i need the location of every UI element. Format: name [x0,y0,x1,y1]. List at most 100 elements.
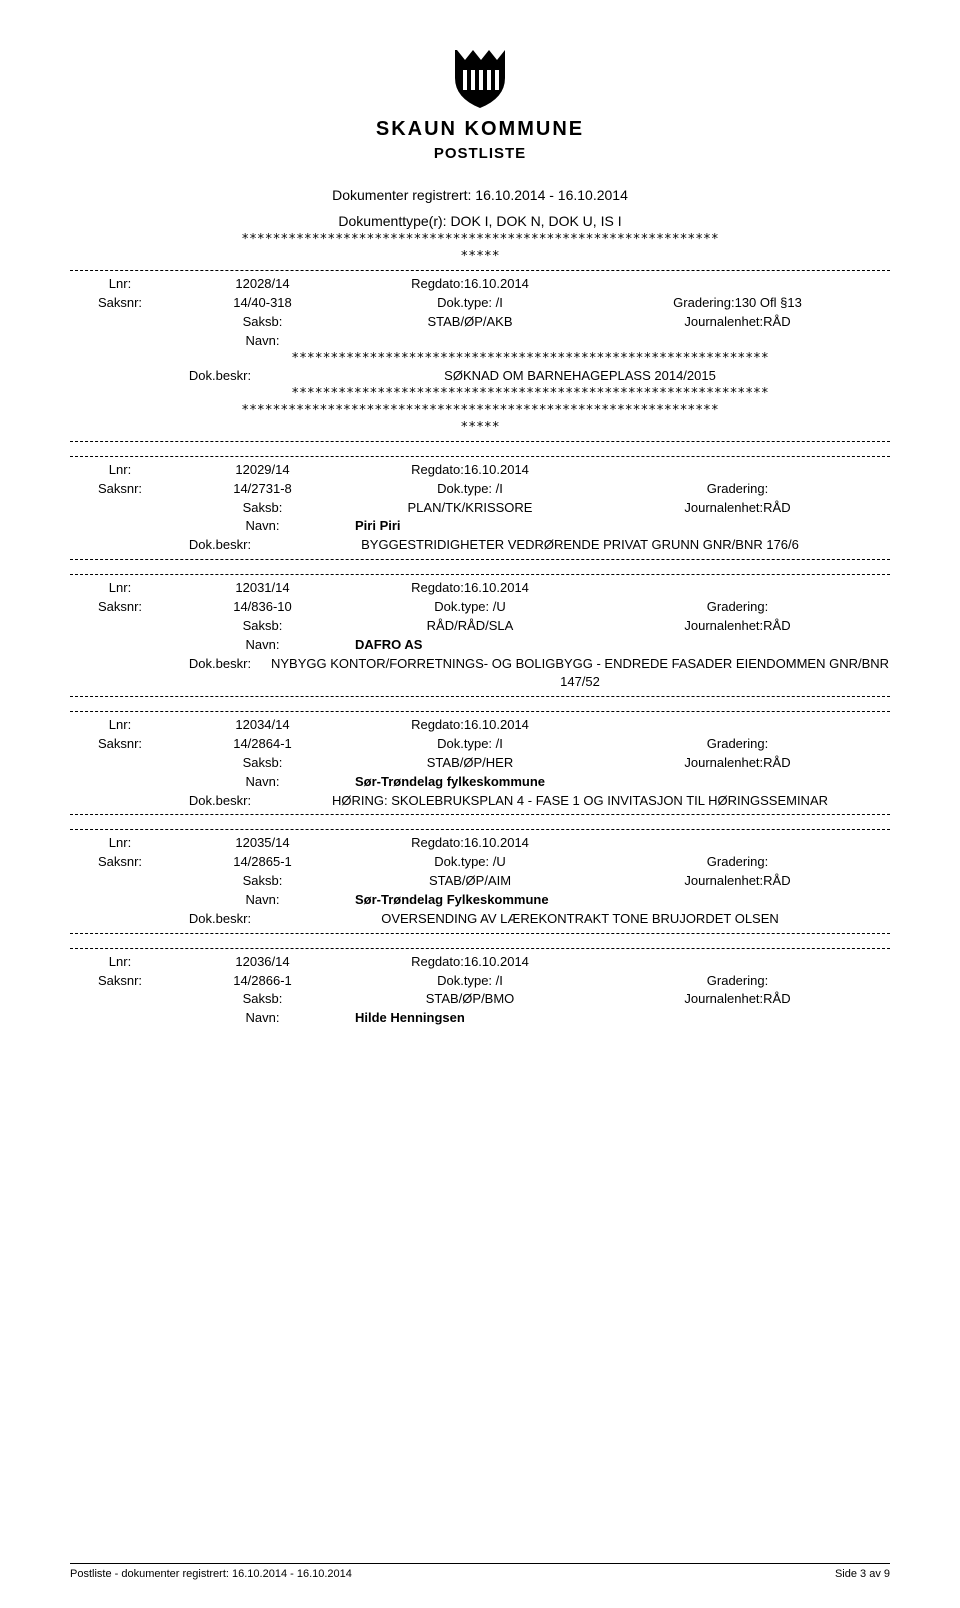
document-entry: Lnr: 12035/14 Regdato:16.10.2014 Saksnr:… [70,829,890,933]
navn-row: Navn: DAFRO AS [70,636,890,655]
saksnr-label: Saksnr: [70,480,170,499]
document-types: Dokumenttype(r): DOK I, DOK N, DOK U, IS… [70,210,890,232]
beskr-row: Dok.beskr: SØKNAD OM BARNEHAGEPLASS 2014… [70,367,890,386]
entry-divider [70,933,890,934]
saksb-row: Saksb: RÅD/RÅD/SLA Journalenhet:RÅD [70,617,890,636]
regdato: Regdato:16.10.2014 [355,834,585,853]
municipality-name: SKAUN KOMMUNE [70,118,890,141]
journalenhet: Journalenhet:RÅD [585,617,890,636]
saksnr-row: Saksnr: 14/2864-1 Dok.type: /I Gradering… [70,735,890,754]
saksb-label: Saksb: [170,754,355,773]
document-entry: Lnr: 12029/14 Regdato:16.10.2014 Saksnr:… [70,456,890,560]
saksb-row: Saksb: STAB/ØP/AKB Journalenhet:RÅD [70,313,890,332]
navn-label: Navn: [170,517,355,536]
beskr-row: Dok.beskr: NYBYGG KONTOR/FORRETNINGS- OG… [70,655,890,693]
doktype: Dok.type: /U [355,853,585,872]
municipality-logo [445,40,515,110]
saksnr-label: Saksnr: [70,735,170,754]
document-entry: ****************************************… [70,232,890,442]
saksb-row: Saksb: STAB/ØP/AIM Journalenhet:RÅD [70,872,890,891]
navn-value: DAFRO AS [355,636,422,655]
lnr-row: Lnr: 12029/14 Regdato:16.10.2014 [70,461,890,480]
lnr-label: Lnr: [70,275,170,294]
doktype: Dok.type: /I [355,735,585,754]
footer-divider [70,1563,890,1564]
saksnr-value: 14/40-318 [170,294,355,313]
saksb-value: RÅD/RÅD/SLA [355,617,585,636]
lnr-row: Lnr: 12031/14 Regdato:16.10.2014 [70,579,890,598]
beskr-row: Dok.beskr: OVERSENDING AV LÆREKONTRAKT T… [70,910,890,929]
gradering: Gradering: [585,853,890,872]
navn-label: Navn: [170,636,355,655]
entry-divider [70,711,890,712]
saksnr-label: Saksnr: [70,972,170,991]
entry-divider [70,441,890,442]
navn-row: Navn: Hilde Henningsen [70,1009,890,1028]
beskr-label: Dok.beskr: [170,910,270,929]
postliste-title: POSTLISTE [70,145,890,162]
gradering: Gradering: [585,972,890,991]
entry-divider [70,456,890,457]
lnr-row: Lnr: 12028/14 Regdato:16.10.2014 [70,275,890,294]
beskr-row: Dok.beskr: BYGGESTRIDIGHETER VEDRØRENDE … [70,536,890,555]
saksb-label: Saksb: [170,313,355,332]
footer-right-text: Side 3 av 9 [835,1568,890,1580]
regdato: Regdato:16.10.2014 [355,716,585,735]
page-footer: Postliste - dokumenter registrert: 16.10… [70,1563,890,1580]
lnr-value: 12034/14 [170,716,355,735]
saksb-label: Saksb: [170,872,355,891]
saksnr-value: 14/2731-8 [170,480,355,499]
stars-line: ***** [70,420,890,437]
footer-left-text: Postliste - dokumenter registrert: 16.10… [70,1568,352,1580]
saksb-value: STAB/ØP/AKB [355,313,585,332]
beskr-value: OVERSENDING AV LÆREKONTRAKT TONE BRUJORD… [270,910,890,929]
saksb-row: Saksb: PLAN/TK/KRISSORE Journalenhet:RÅD [70,499,890,518]
doktype: Dok.type: /I [355,972,585,991]
navn-value: Hilde Henningsen [355,1009,465,1028]
beskr-label: Dok.beskr: [170,367,270,386]
stars-line: ****************************************… [70,386,890,403]
saksnr-value: 14/2864-1 [170,735,355,754]
stars-line: ****************************************… [70,351,890,368]
saksb-value: STAB/ØP/HER [355,754,585,773]
gradering: Gradering: [585,598,890,617]
stars-line: ****************************************… [70,232,890,249]
saksnr-row: Saksnr: 14/2866-1 Dok.type: /I Gradering… [70,972,890,991]
regdato: Regdato:16.10.2014 [355,953,585,972]
entry-divider [70,829,890,830]
lnr-value: 12028/14 [170,275,355,294]
journalenhet: Journalenhet:RÅD [585,499,890,518]
lnr-value: 12031/14 [170,579,355,598]
beskr-row: Dok.beskr: HØRING: SKOLEBRUKSPLAN 4 - FA… [70,792,890,811]
beskr-value: NYBYGG KONTOR/FORRETNINGS- OG BOLIGBYGG … [270,655,890,693]
entry-divider [70,948,890,949]
navn-row: Navn: Piri Piri [70,517,890,536]
doktype: Dok.type: /I [355,480,585,499]
saksnr-row: Saksnr: 14/2731-8 Dok.type: /I Gradering… [70,480,890,499]
document-entry: Lnr: 12031/14 Regdato:16.10.2014 Saksnr:… [70,574,890,697]
lnr-label: Lnr: [70,716,170,735]
gradering: Gradering: [585,480,890,499]
stars-line: ***** [70,249,890,266]
beskr-label: Dok.beskr: [170,536,270,555]
saksnr-label: Saksnr: [70,853,170,872]
regdato: Regdato:16.10.2014 [355,461,585,480]
journalenhet: Journalenhet:RÅD [585,313,890,332]
saksb-value: PLAN/TK/KRISSORE [355,499,585,518]
journalenhet: Journalenhet:RÅD [585,754,890,773]
entry-divider [70,559,890,560]
doktype: Dok.type: /U [355,598,585,617]
navn-label: Navn: [170,1009,355,1028]
lnr-value: 12036/14 [170,953,355,972]
beskr-value: HØRING: SKOLEBRUKSPLAN 4 - FASE 1 OG INV… [270,792,890,811]
regdato: Regdato:16.10.2014 [355,579,585,598]
saksnr-row: Saksnr: 14/836-10 Dok.type: /U Gradering… [70,598,890,617]
beskr-label: Dok.beskr: [170,655,270,693]
saksb-label: Saksb: [170,499,355,518]
lnr-value: 12029/14 [170,461,355,480]
page-header: SKAUN KOMMUNE POSTLISTE Dokumenter regis… [70,40,890,1028]
navn-value: Piri Piri [355,517,401,536]
navn-label: Navn: [170,773,355,792]
lnr-row: Lnr: 12035/14 Regdato:16.10.2014 [70,834,890,853]
entry-divider [70,696,890,697]
